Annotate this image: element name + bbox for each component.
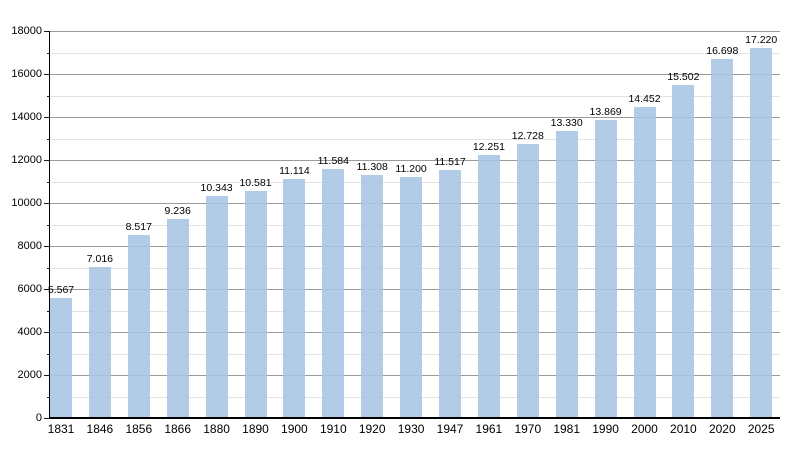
bar-1930 xyxy=(400,177,423,418)
x-tick-label-2025: 2025 xyxy=(747,422,775,436)
y-tick-major xyxy=(44,203,49,204)
y-tick-minor xyxy=(46,267,49,269)
y-tick-label: 6000 xyxy=(17,283,42,295)
x-tick-label-1930: 1930 xyxy=(397,422,425,436)
y-tick-label: 14000 xyxy=(11,111,42,123)
y-tick-label: 8000 xyxy=(17,240,42,252)
y-tick-minor xyxy=(46,95,49,97)
bar-value-label-1890: 10.581 xyxy=(239,176,272,189)
y-tick-minor xyxy=(46,396,49,398)
y-tick-label: 12000 xyxy=(11,154,42,166)
y-tick-major xyxy=(44,74,49,75)
bar-value-label-1947: 11.517 xyxy=(434,156,466,169)
y-tick-minor xyxy=(46,52,49,54)
bar-value-label-1846: 7.016 xyxy=(86,253,114,266)
gridline-major xyxy=(50,31,780,32)
bar-value-label-1930: 11.200 xyxy=(395,163,427,176)
y-tick-major xyxy=(44,332,49,333)
x-tick-label-1961: 1961 xyxy=(475,422,503,436)
bar-value-label-1981: 13.330 xyxy=(550,117,583,130)
bar-1947 xyxy=(439,170,461,418)
bar-1856 xyxy=(127,234,150,418)
bar-value-label-2025: 17.220 xyxy=(745,33,778,46)
x-tick-label-1846: 1846 xyxy=(86,422,114,436)
y-tick-major xyxy=(44,117,49,118)
y-tick-major xyxy=(44,246,49,247)
x-tick-label-1910: 1910 xyxy=(319,422,347,436)
x-tick-label-2000: 2000 xyxy=(631,422,658,436)
bar-value-label-1920: 11.308 xyxy=(356,160,388,173)
bar-value-label-1900: 11.114 xyxy=(279,165,310,178)
bar-1866 xyxy=(166,219,189,418)
bar-1920 xyxy=(361,174,384,418)
bar-value-label-2010: 15.502 xyxy=(667,70,700,83)
gridline-major xyxy=(50,160,780,161)
bar-1910 xyxy=(322,168,345,418)
y-tick-minor xyxy=(46,224,49,226)
x-tick-label-1890: 1890 xyxy=(242,422,269,436)
y-tick-major xyxy=(44,289,49,290)
x-tick-label-1947: 1947 xyxy=(436,422,464,436)
x-tick-label-1900: 1900 xyxy=(281,422,308,436)
bar-1981 xyxy=(555,131,578,418)
plot-area: 5.567 7.016 8.517 9.236 10.343 10.581 11.114 11… xyxy=(48,31,780,418)
bar-value-label-1910: 11.584 xyxy=(317,154,349,167)
x-tick-label-2020: 2020 xyxy=(708,422,736,436)
y-tick-major xyxy=(44,418,49,419)
bar-1846 xyxy=(88,267,111,418)
x-tick-label-1880: 1880 xyxy=(203,422,230,436)
y-tick-major xyxy=(44,160,49,161)
bar-2020 xyxy=(711,59,734,418)
y-tick-minor xyxy=(46,181,49,183)
y-tick-label: 4000 xyxy=(17,326,42,338)
gridline-minor xyxy=(50,95,780,97)
y-tick-label: 16000 xyxy=(11,68,42,80)
bar-1961 xyxy=(477,154,500,418)
y-tick-label: 10000 xyxy=(11,197,42,209)
bar-value-label-2000: 14.452 xyxy=(628,93,661,106)
x-tick-label-1831: 1831 xyxy=(47,422,75,436)
x-tick-label-1970: 1970 xyxy=(514,422,542,436)
y-tick-minor xyxy=(46,353,49,355)
x-tick-label-1990: 1990 xyxy=(592,422,619,436)
bar-value-label-1970: 12.728 xyxy=(511,130,544,143)
x-tick-label-1856: 1856 xyxy=(125,422,153,436)
y-tick-major xyxy=(44,31,49,32)
y-axis-tick-labels: 0 2000 4000 6000 8000 10000 12000 14000 16000 180… xyxy=(0,25,42,424)
x-axis-line xyxy=(48,417,780,419)
bar-value-label-1866: 9.236 xyxy=(164,205,191,218)
bar-value-label-2020: 16.698 xyxy=(706,45,739,57)
gridline-major xyxy=(50,117,780,118)
bar-value-label-1990: 13.869 xyxy=(589,105,622,118)
y-tick-label: 0 xyxy=(35,412,42,424)
bar-1880 xyxy=(205,195,228,418)
bar-2025 xyxy=(750,47,773,418)
y-tick-minor xyxy=(46,310,49,312)
y-axis-line xyxy=(48,31,50,418)
y-tick-label: 2000 xyxy=(17,369,42,381)
bar-1990 xyxy=(594,119,617,418)
x-tick-label-1920: 1920 xyxy=(358,422,386,436)
bar-2010 xyxy=(672,84,695,418)
bar-1890 xyxy=(244,190,267,418)
gridline-minor xyxy=(50,52,780,54)
bar-value-label-1880: 10.343 xyxy=(200,181,233,194)
bar-2000 xyxy=(633,107,656,418)
bar-value-label-1831: 5.567 xyxy=(47,284,75,297)
bar-value-label-1856: 8.517 xyxy=(125,220,152,233)
x-tick-label-2010: 2010 xyxy=(670,422,697,436)
y-tick-major xyxy=(44,375,49,376)
bar-value-label-1961: 12.251 xyxy=(472,140,505,153)
x-tick-label-1981: 1981 xyxy=(553,422,581,436)
gridline-major xyxy=(50,74,780,75)
bar-1831 xyxy=(50,298,72,418)
x-tick-label-1866: 1866 xyxy=(164,422,192,436)
bar-1900 xyxy=(283,179,306,418)
y-tick-label: 18000 xyxy=(11,25,42,37)
bar-1970 xyxy=(516,144,539,418)
gridline-minor xyxy=(50,138,780,140)
x-axis-tick-labels: 1831 1846 1856 1866 1880 1890 1900 1910 1920 1930… xyxy=(48,422,780,438)
y-tick-minor xyxy=(46,138,49,140)
